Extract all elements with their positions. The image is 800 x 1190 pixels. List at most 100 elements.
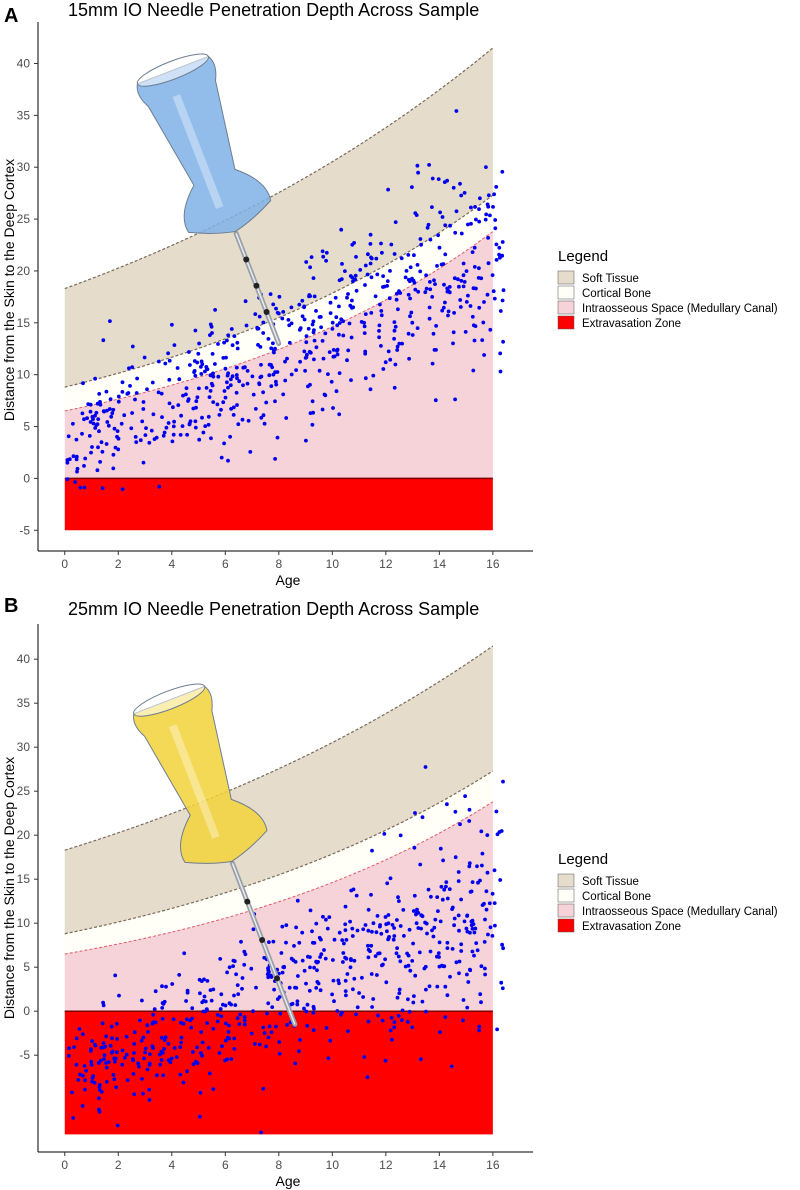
panel-b-legend-swatch-intraosseous	[557, 903, 575, 918]
panel-b-data-point	[493, 923, 497, 928]
panel-a-data-point	[430, 205, 434, 210]
panel-a-band-soft-tissue	[64, 47, 493, 388]
panel-a-data-point	[133, 397, 137, 402]
panel-a-legend-swatch-intraosseous	[557, 300, 575, 315]
panel-a-data-point	[349, 335, 354, 340]
panel-b-data-point	[182, 951, 187, 956]
panel-a-data-point	[157, 484, 162, 489]
panel-a-data-point	[494, 242, 499, 247]
panel-b-data-point	[325, 926, 330, 931]
panel-a-data-point	[432, 348, 437, 352]
panel-a-data-point	[221, 356, 226, 360]
panel-a-data-point	[381, 274, 385, 278]
panel-a-data-point	[140, 419, 145, 424]
panel-a-data-point	[379, 313, 384, 318]
panel-b-data-point	[147, 1063, 152, 1067]
panel-b-data-point	[236, 992, 241, 996]
panel-a-needle	[136, 53, 282, 347]
panel-b-legend-swatch-soft-tissue	[557, 873, 575, 888]
panel-b-data-point	[350, 926, 355, 931]
panel-a-data-point	[328, 300, 333, 305]
panel-b-cortical-boundary	[64, 770, 494, 935]
panel-b-y-tick-label: 30	[17, 740, 31, 754]
panel-b-data-point	[365, 1075, 370, 1080]
panel-b-data-point	[397, 899, 401, 903]
panel-b-data-point	[438, 846, 443, 851]
panel-a-data-point	[283, 378, 288, 383]
panel-b-data-point	[492, 901, 497, 905]
panel-a-data-point	[89, 450, 93, 455]
panel-a-data-point	[175, 366, 180, 370]
panel-b-y-tick-label: 0	[23, 1004, 30, 1018]
panel-a-y-tick-label: 40	[17, 56, 31, 70]
panel-b-data-point	[474, 941, 479, 945]
panel-a-data-point	[339, 227, 344, 232]
panel-a-data-point	[210, 352, 215, 356]
panel-b-data-point	[326, 1056, 331, 1061]
panel-b-data-point	[179, 1035, 184, 1040]
panel-b-data-point	[264, 1044, 268, 1049]
panel-a-data-point	[283, 359, 287, 364]
panel-a-data-point	[205, 367, 210, 372]
panel-a-data-point	[368, 232, 373, 237]
panel-b-data-point	[368, 949, 372, 954]
panel-b-data-point	[282, 964, 286, 969]
panel-a-data-point	[347, 321, 352, 326]
panel-b-data-point	[413, 973, 418, 978]
panel-b-legend-swatch-extravasation	[557, 918, 575, 933]
panel-b-data-point	[141, 1035, 146, 1040]
panel-b-data-point	[486, 932, 490, 937]
panel-a-data-point	[482, 300, 486, 304]
panel-b-y-tick-label: 10	[17, 916, 31, 930]
panel-b-data-point	[267, 940, 271, 944]
panel-b-data-point	[223, 1021, 228, 1026]
panel-b-data-point	[438, 1030, 442, 1035]
panel-a-data-point	[207, 395, 212, 399]
panel-b-data-point	[427, 984, 432, 989]
panel-a-data-point	[177, 377, 182, 382]
panel-a-needle-marker	[243, 256, 250, 263]
panel-b-data-point	[420, 999, 425, 1004]
panel-b-data-point	[113, 1056, 118, 1061]
panel-a-data-point	[461, 273, 466, 278]
panel-b-data-point	[462, 919, 467, 924]
panel-b-data-point	[312, 965, 316, 970]
panel-a-data-point	[219, 455, 224, 460]
panel-a-data-point	[262, 421, 267, 426]
panel-a-needle-hub-body	[136, 55, 272, 234]
panel-a-data-point	[159, 391, 164, 396]
panel-b-data-point	[392, 926, 396, 930]
panel-b-data-point	[292, 944, 296, 948]
panel-a-y-axis-title: Distance from the Skin to the Deep Corte…	[1, 159, 17, 421]
panel-b-needle-hub	[133, 683, 268, 864]
panel-b-data-point	[294, 986, 299, 990]
panel-a-data-point	[104, 442, 109, 446]
panel-a-y-tick-label: 5	[23, 420, 30, 434]
panel-b-data-point	[470, 949, 475, 954]
panel-b-data-point	[501, 779, 505, 784]
panel-b-data-point	[344, 956, 349, 961]
panel-a-data-point	[126, 391, 131, 395]
panel-a-data-point	[274, 379, 278, 384]
panel-b-data-point	[445, 993, 450, 998]
panel-a-data-point	[381, 285, 385, 289]
panel-b-data-point	[153, 989, 158, 994]
panel-b-data-point	[420, 815, 425, 820]
panel-a-data-point	[368, 261, 373, 266]
panel-a-data-point	[130, 411, 135, 415]
panel-b-data-point	[494, 809, 499, 814]
panel-b-data-point	[215, 1013, 220, 1017]
panel-a-data-point	[304, 438, 308, 443]
panel-a-data-point	[74, 437, 79, 442]
panel-b-data-point	[297, 1049, 301, 1054]
panel-b-plot-area: 0 2 4 6 8 10 12 14 16 -5 0 5 10 15 20 25 30 35 40	[17, 624, 533, 1172]
panel-a-data-point	[451, 330, 456, 335]
panel-b-data-point	[84, 1068, 88, 1073]
panel-b-data-point	[147, 1098, 152, 1102]
panel-a-data-point	[408, 296, 412, 301]
panel-a-data-point	[75, 466, 80, 471]
panel-a-data-point	[451, 185, 456, 190]
panel-b-data-point	[284, 923, 289, 928]
panel-b-data-point	[319, 952, 324, 957]
panel-b-data-point	[346, 1029, 350, 1034]
